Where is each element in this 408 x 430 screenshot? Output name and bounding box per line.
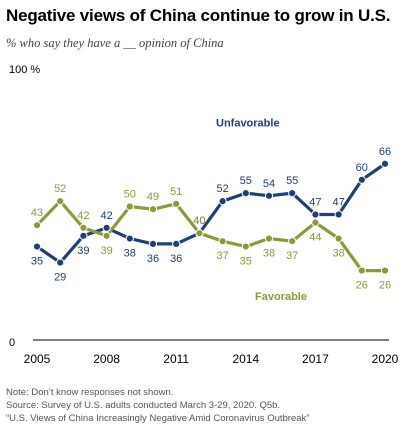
data-label-unfavorable-2006: 29 (54, 272, 66, 284)
data-label-favorable-2009: 50 (124, 189, 136, 201)
point-unfavorable-2019 (357, 175, 366, 184)
data-label-favorable-2013: 37 (216, 250, 228, 262)
point-favorable-2013 (218, 237, 227, 246)
point-favorable-2018 (334, 234, 343, 243)
x-tick-label-2005: 2005 (24, 352, 51, 366)
data-label-favorable-2014: 35 (240, 256, 252, 268)
data-label-unfavorable-2017: 47 (309, 197, 321, 209)
data-label-unfavorable-2018: 47 (332, 197, 344, 209)
chart-subtitle: % who say they have a __ opinion of Chin… (6, 36, 224, 50)
point-favorable-2008 (102, 231, 111, 240)
data-label-unfavorable-2013: 52 (216, 183, 228, 195)
point-unfavorable-2008 (102, 223, 111, 232)
point-unfavorable-2017 (311, 210, 320, 219)
data-label-unfavorable-2007: 39 (77, 245, 89, 257)
chart-title: Negative views of China continue to grow… (6, 6, 391, 25)
note-dont-know: Note: Don’t know responses not shown. (6, 387, 174, 398)
data-label-unfavorable-2009: 38 (124, 248, 136, 260)
series-lines (35, 162, 387, 273)
data-label-favorable-2011: 51 (170, 186, 182, 198)
point-unfavorable-2013 (218, 197, 227, 206)
point-unfavorable-2011 (172, 239, 181, 248)
chart-notes: Note: Don’t know responses not shown. So… (6, 386, 309, 425)
data-label-favorable-2018: 38 (332, 248, 344, 260)
data-label-unfavorable-2008: 42 (100, 210, 112, 222)
y-axis-top-label: 100 % (9, 64, 40, 76)
data-label-favorable-2019: 26 (356, 280, 368, 292)
point-favorable-2012 (195, 229, 204, 238)
x-tick-label-2020: 2020 (372, 352, 399, 366)
series-line-favorable (35, 199, 387, 273)
point-favorable-2005 (32, 221, 42, 230)
point-favorable-2014 (241, 242, 250, 251)
data-label-unfavorable-2016: 55 (286, 175, 298, 187)
data-label-unfavorable-2020: 66 (379, 146, 391, 158)
data-label-favorable-2017: 44 (309, 232, 321, 244)
series-data-labels: 35 29 39 42 38 36 36 40 52 55 54 55 47 47 60 66 43 52 42 39… (31, 146, 391, 292)
point-favorable-2006 (56, 197, 65, 206)
point-favorable-2019 (357, 266, 366, 275)
data-label-favorable-2020: 26 (379, 280, 391, 292)
point-favorable-2011 (172, 199, 181, 208)
point-unfavorable-2016 (288, 189, 297, 198)
x-tick-label-2008: 2008 (93, 352, 120, 366)
point-unfavorable-2014 (241, 189, 250, 198)
data-label-favorable-2010: 49 (147, 191, 159, 203)
point-favorable-2009 (125, 202, 134, 211)
x-tick-label-2017: 2017 (302, 352, 329, 366)
x-tick-label-2011: 2011 (163, 352, 189, 366)
point-favorable-2016 (288, 237, 297, 246)
data-label-favorable-2012: 40 (193, 215, 205, 227)
data-label-favorable-2008: 39 (100, 245, 112, 257)
note-report-title: “U.S. Views of China Increasingly Negati… (6, 413, 310, 424)
legend-unfavorable: Unfavorable (216, 117, 280, 129)
data-label-unfavorable-2019: 60 (356, 162, 368, 174)
point-favorable-2017 (311, 218, 320, 227)
point-unfavorable-2015 (264, 191, 274, 200)
point-favorable-2010 (148, 205, 158, 214)
data-label-favorable-2007: 42 (77, 210, 89, 222)
data-label-favorable-2015: 38 (263, 248, 275, 260)
point-unfavorable-2007 (79, 231, 88, 240)
point-unfavorable-2018 (334, 210, 343, 219)
data-label-unfavorable-2015: 54 (263, 178, 275, 190)
data-label-unfavorable-2012: 40 (193, 215, 205, 227)
legend-favorable: Favorable (255, 291, 307, 303)
point-favorable-2007 (79, 223, 88, 232)
point-favorable-2020 (380, 266, 390, 275)
x-axis-ticks: 2005 2008 2011 2014 2017 2020 (24, 352, 399, 366)
point-unfavorable-2010 (148, 239, 158, 248)
data-label-unfavorable-2014: 55 (240, 175, 252, 187)
x-tick-label-2014: 2014 (232, 352, 259, 366)
point-favorable-2015 (264, 234, 274, 243)
data-label-favorable-2016: 37 (286, 250, 298, 262)
data-label-unfavorable-2011: 36 (170, 253, 182, 265)
point-unfavorable-2005 (32, 242, 42, 251)
point-unfavorable-2009 (125, 234, 134, 243)
y-axis-zero-label: 0 (9, 337, 15, 349)
data-label-favorable-2005: 43 (31, 207, 43, 219)
data-label-favorable-2006: 52 (54, 183, 66, 195)
data-label-unfavorable-2010: 36 (147, 253, 159, 265)
note-source: Source: Survey of U.S. adults conducted … (6, 400, 281, 411)
data-label-unfavorable-2005: 35 (31, 256, 43, 268)
series-points (32, 159, 390, 275)
point-unfavorable-2006 (56, 258, 65, 267)
point-unfavorable-2020 (380, 159, 390, 168)
